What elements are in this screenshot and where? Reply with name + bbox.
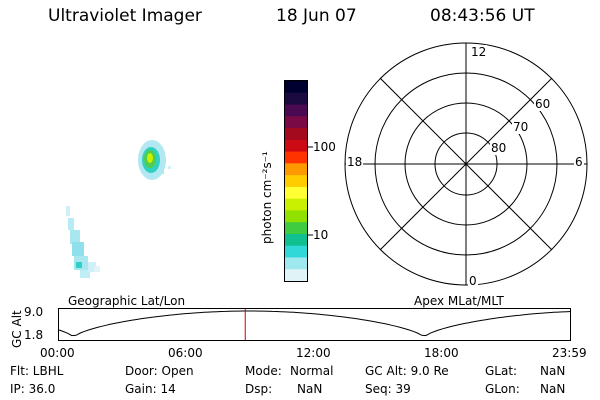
polar-label-top: 12 [470,45,488,59]
time-label: 08:43:56 UT [430,6,535,26]
color-bar-ticks [308,146,313,236]
color-bar-gradient [284,80,308,282]
color-bar-unit-label: photon cm⁻²s⁻¹ [260,151,274,244]
color-bar-swatch [285,81,307,94]
polar-ring-label-60: 60 [534,97,552,111]
color-bar-swatch [285,222,307,235]
dsp-value: NaN [297,382,323,396]
polar-ring-label-70: 70 [512,120,530,134]
mode-label: Mode: [245,364,282,378]
color-bar-swatch [285,92,307,106]
timeline-xtick-4: 23:59 [552,346,587,360]
glat-label: GLat: [485,364,518,378]
color-bar-tick-10: 10 [313,228,329,242]
timeline-xtick-2: 12:00 [296,346,331,360]
aurora-blob-upper [138,140,171,180]
mode-value: Normal [290,364,334,378]
gc-alt-label: GC Alt: 9.0 Re [365,364,449,378]
timeline-xtick-1: 06:00 [168,346,203,360]
color-bar-swatch [285,269,307,282]
seq-label: Seq: 39 [365,382,411,396]
color-bar-swatch [285,163,307,176]
timeline-left-label: Geographic Lat/Lon [68,294,186,308]
timeline-frame [58,308,571,341]
polar-label-left: 18 [346,155,364,169]
color-bar-frame [284,80,308,282]
timeline-axis-title: GC Alt [10,310,24,348]
polar-ring-label-80: 80 [490,141,508,155]
filter-label: Flt: LBHL [10,364,64,378]
aurora-blob-lower [66,206,100,278]
timeline-xtick-0: 00:00 [40,346,75,360]
color-bar-swatch [285,233,307,247]
color-bar-swatch [285,104,307,117]
glon-label: GLon: [485,382,520,396]
timeline-xtick-3: 18:00 [424,346,459,360]
polar-plot [344,42,588,286]
polar-label-bottom: 0 [468,274,478,288]
color-bar-swatch [285,175,307,188]
timeline-plot [58,308,572,341]
date-label: 18 Jun 07 [276,6,357,26]
color-bar-swatch [285,139,307,153]
ip-label: IP: 36.0 [10,382,56,396]
gain-label: Gain: 14 [125,382,176,396]
altitude-curve [58,310,572,337]
color-bar-swatch [285,257,307,270]
timeline-ytick-9: 9.0 [24,305,44,319]
color-bar-swatch [285,151,307,164]
color-bar-swatch [285,198,307,211]
glon-value: NaN [540,382,566,396]
color-bar-swatch [285,245,307,258]
door-label: Door: Open [125,364,194,378]
color-bar-swatch [285,128,307,141]
timeline-ytick-1-8: 1.8 [24,328,44,342]
polar-label-right: 6 [574,155,584,169]
polar-diagonal-2 [379,77,553,251]
glat-value: NaN [540,364,566,378]
timeline-right-label: Apex MLat/MLT [414,294,504,308]
color-bar-tick-100: 100 [313,140,336,154]
color-bar-swatch [285,210,307,223]
color-bar-swatch [285,116,307,129]
color-bar-swatch [285,186,307,200]
dsp-label: Dsp: [245,382,273,396]
instrument-title: Ultraviolet Imager [48,6,202,26]
